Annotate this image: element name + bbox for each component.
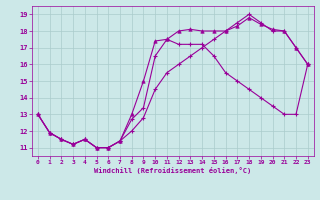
X-axis label: Windchill (Refroidissement éolien,°C): Windchill (Refroidissement éolien,°C) (94, 167, 252, 174)
